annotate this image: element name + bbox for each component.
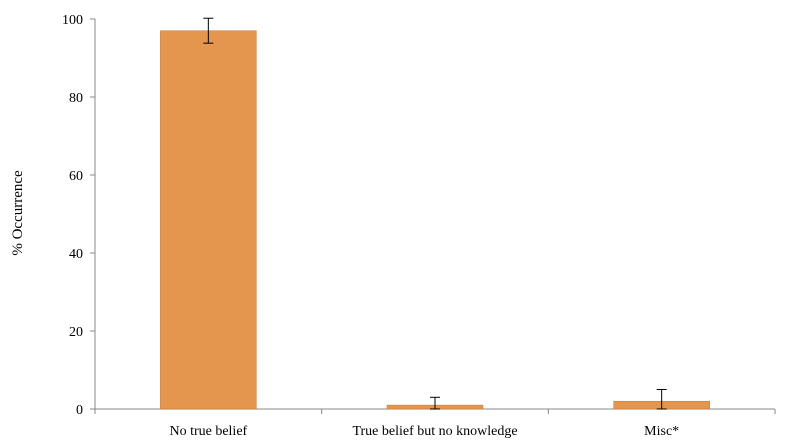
y-tick-label: 40 — [69, 247, 83, 262]
y-tick-label: 100 — [62, 13, 83, 28]
y-tick-label: 80 — [69, 91, 83, 106]
bars — [160, 30, 710, 410]
error-bars — [203, 17, 667, 410]
bar — [160, 30, 257, 410]
y-tick-label: 60 — [69, 169, 83, 184]
x-axis: No true belief True belief but no knowled… — [94, 408, 776, 439]
y-tick-label: 0 — [76, 403, 83, 418]
x-tick-label: Misc* — [644, 424, 679, 439]
x-tick-label: True belief but no knowledge — [352, 424, 517, 439]
x-tick-label: No true belief — [169, 424, 247, 439]
y-axis-title: % Occurrence — [10, 170, 26, 256]
y-axis: 0 20 40 60 80 100 — [62, 13, 96, 418]
y-tick-label: 20 — [69, 325, 83, 340]
